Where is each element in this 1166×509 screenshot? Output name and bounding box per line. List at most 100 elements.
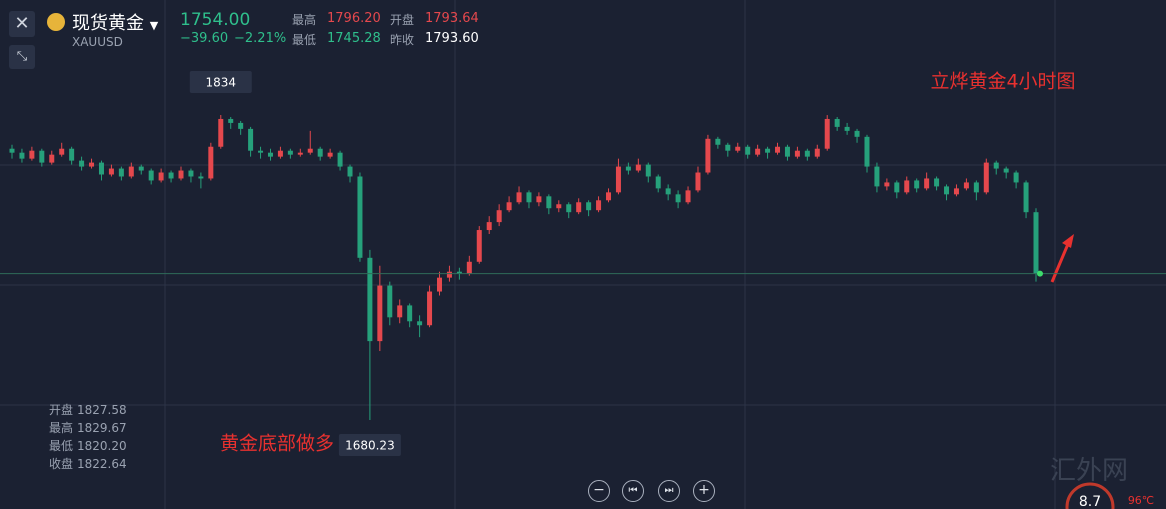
candle-body [963, 182, 969, 189]
ohlc-row: 最低 1820.20 [49, 437, 127, 454]
candle-body [973, 182, 979, 193]
candle-body [854, 130, 860, 137]
candle-body [824, 118, 830, 149]
candle-body [476, 230, 482, 262]
close-button[interactable]: ✕ [9, 11, 35, 37]
candle-body [367, 257, 373, 342]
candle-body [218, 118, 224, 147]
collapse-button[interactable]: ⤡ [9, 45, 35, 69]
candle-body [566, 204, 572, 213]
annotation: 立烨黄金4小时图 [930, 71, 1075, 93]
price: 1754.00 [180, 10, 251, 30]
candle-body [248, 128, 254, 151]
candle-body [238, 122, 244, 129]
candle-body [606, 192, 612, 201]
candle-body [765, 148, 771, 153]
candle-body [307, 148, 313, 153]
candle-body [536, 196, 542, 203]
candle-body [128, 166, 134, 177]
candle-body [615, 166, 621, 193]
candle-body [506, 202, 512, 211]
extreme-label: 1680.23 [345, 439, 395, 453]
extreme-label: 1834 [206, 76, 237, 90]
stat-label: 最低 [292, 33, 317, 47]
candle-body [347, 166, 353, 177]
candle-body [436, 277, 442, 292]
candle-body [844, 126, 850, 131]
candle-body [327, 152, 333, 157]
candle-body [953, 188, 959, 195]
candle-body [39, 150, 45, 163]
candle-body [118, 168, 124, 177]
candle-body [725, 144, 731, 151]
candle-body [198, 176, 204, 179]
candle-body [1003, 168, 1009, 173]
candle-body [456, 271, 462, 274]
candle-body [59, 148, 65, 155]
candle-body [596, 200, 602, 211]
arrow [1050, 243, 1070, 283]
ohlc-label: 开盘 [49, 403, 74, 417]
candle-body [546, 196, 552, 209]
change: −39.60 [180, 31, 229, 46]
candle-body [178, 170, 184, 179]
candle-body [69, 148, 75, 161]
candle-body [755, 148, 761, 155]
candle-body [1033, 212, 1039, 274]
candle-body [735, 146, 741, 151]
candle-body [427, 291, 433, 326]
dropdown-icon[interactable]: ▼ [149, 19, 159, 32]
first-button[interactable]: ⏮ [622, 480, 644, 502]
candle-body [19, 152, 25, 159]
candle-body [864, 136, 870, 167]
candle-body [496, 210, 502, 223]
candle-body [586, 202, 592, 211]
candle-body [874, 166, 880, 187]
candle-body [138, 166, 144, 171]
stat-value: 1793.60 [425, 31, 479, 46]
candle-body [397, 305, 403, 318]
candle-body [486, 222, 492, 231]
candle-body [158, 172, 164, 181]
zoom-in-button[interactable]: + [693, 480, 715, 502]
candle-body [228, 118, 234, 123]
ohlc-label: 收盘 [49, 457, 74, 471]
candle-body [645, 164, 651, 177]
ohlc-label: 最高 [49, 421, 74, 435]
instrument-name[interactable]: 现货黄金 ▼ [72, 9, 158, 35]
candle-body [794, 150, 800, 157]
candle-body [267, 152, 273, 157]
stat-value: 1745.28 [327, 31, 381, 46]
change-percent: −2.21% [234, 31, 287, 46]
candle-body [337, 152, 343, 167]
candle-body [9, 148, 15, 153]
candle-body [516, 192, 522, 203]
candle-body [287, 150, 293, 155]
candle-body [894, 182, 900, 193]
candle-body [89, 162, 95, 167]
candle-body [387, 285, 393, 318]
stat-value: 1793.64 [425, 11, 479, 26]
candle-body [983, 162, 989, 193]
temperature: 96℃ [1128, 494, 1154, 507]
candle-body [98, 162, 104, 175]
candle-body [49, 154, 55, 163]
stat-label: 最高 [292, 13, 317, 27]
ohlc-value: 1822.64 [77, 457, 127, 471]
gold-icon [47, 13, 65, 31]
candle-body [884, 182, 890, 187]
candle-body [834, 118, 840, 127]
candle-body [745, 146, 751, 155]
ohlc-value: 1820.20 [77, 439, 127, 453]
symbol: XAUUSD [72, 35, 123, 49]
last-button[interactable]: ⏭ [658, 480, 680, 502]
candle-body [297, 152, 303, 155]
candle-body [277, 150, 283, 157]
last-price-dot [1037, 270, 1043, 277]
zoom-out-button[interactable]: − [588, 480, 610, 502]
candle-body [804, 150, 810, 157]
candle-body [208, 146, 214, 179]
candle-body [775, 146, 781, 153]
